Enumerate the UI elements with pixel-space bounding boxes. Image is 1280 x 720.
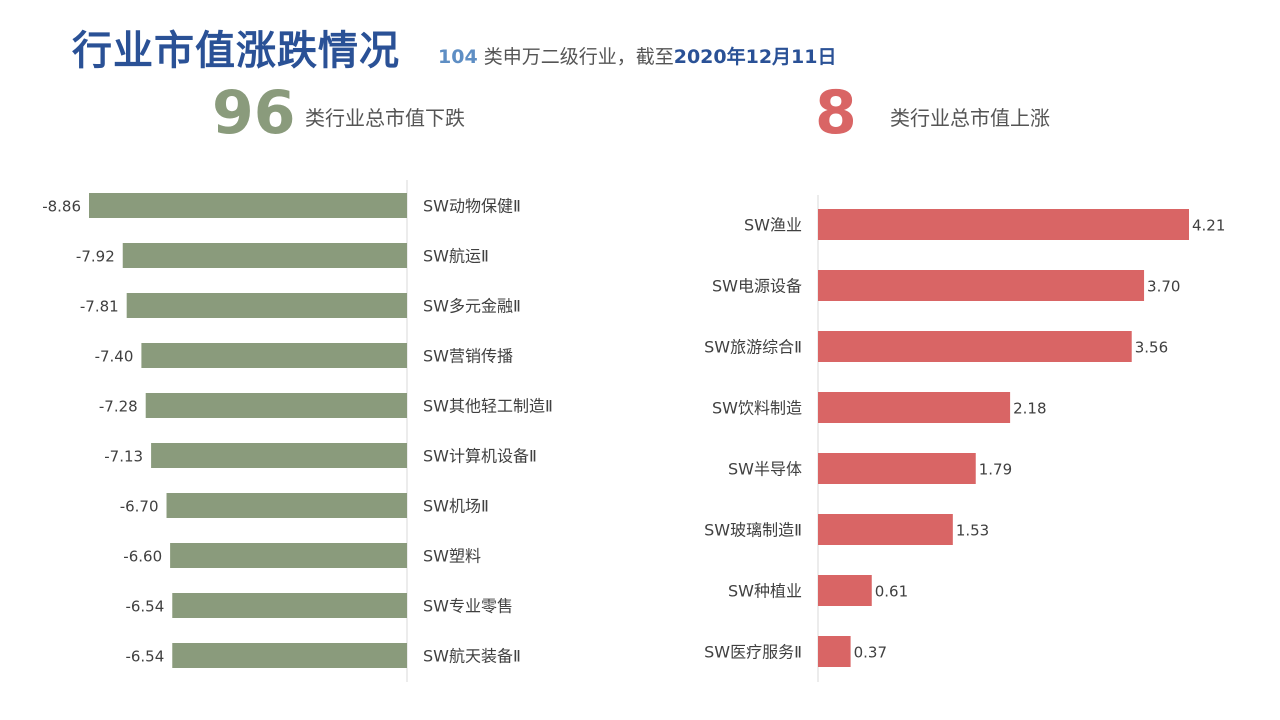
page-subtitle: 104 类申万二级行业，截至2020年12月11日 <box>438 42 837 69</box>
bar-down <box>89 193 407 218</box>
category-label-up: SW渔业 <box>744 216 802 235</box>
value-label-up: 1.79 <box>979 461 1012 479</box>
category-label-down: SW航天装备Ⅱ <box>423 647 521 666</box>
category-label-up: SW饮料制造 <box>712 399 802 418</box>
category-label-down: SW营销传播 <box>423 347 513 366</box>
bar-up <box>818 331 1132 362</box>
category-label-up: SW玻璃制造Ⅱ <box>704 521 802 540</box>
bar-down <box>126 293 408 318</box>
value-label-down: -8.86 <box>42 198 81 216</box>
bar-down <box>151 443 407 468</box>
bar-up <box>818 453 976 484</box>
value-label-down: -7.28 <box>99 398 138 416</box>
value-label-down: -6.70 <box>120 498 159 516</box>
bar-down <box>172 643 407 668</box>
value-label-down: -7.81 <box>80 298 119 316</box>
subtitle-date: 2020年12月11日 <box>673 46 837 68</box>
value-label-up: 3.70 <box>1147 278 1180 296</box>
value-label-down: -6.60 <box>123 548 162 566</box>
industry-count: 104 <box>438 46 478 68</box>
up-label: 类行业总市值上涨 <box>890 106 1050 130</box>
subtitle-text: 类申万二级行业，截至 <box>483 46 674 68</box>
bar-up <box>818 514 953 545</box>
value-label-up: 3.56 <box>1135 339 1168 357</box>
bar-down <box>145 393 407 418</box>
value-label-down: -7.13 <box>104 448 143 466</box>
bar-down <box>170 543 407 568</box>
value-label-up: 0.61 <box>875 583 908 601</box>
bar-down <box>166 493 407 518</box>
category-label-up: SW电源设备 <box>712 277 802 296</box>
category-label-up: SW种植业 <box>728 582 802 601</box>
value-label-up: 4.21 <box>1192 217 1225 235</box>
page-title: 行业市值涨跌情况 <box>72 28 400 74</box>
up-count: 8 <box>815 78 857 148</box>
value-label-down: -7.92 <box>76 248 115 266</box>
bar-up <box>818 392 1011 423</box>
bar-up <box>818 270 1145 301</box>
bar-down <box>122 243 407 268</box>
down-label: 类行业总市值下跌 <box>305 106 465 130</box>
category-label-down: SW其他轻工制造Ⅱ <box>423 397 553 416</box>
down-count: 96 <box>212 78 296 148</box>
category-label-up: SW医疗服务Ⅱ <box>704 643 802 662</box>
bar-down <box>141 343 408 368</box>
bar-down <box>172 593 407 618</box>
category-label-down: SW动物保健Ⅱ <box>423 197 521 216</box>
value-label-down: -6.54 <box>125 648 164 666</box>
bar-up <box>818 575 872 606</box>
category-label-down: SW计算机设备Ⅱ <box>423 447 537 466</box>
value-label-up: 2.18 <box>1013 400 1046 418</box>
value-label-up: 1.53 <box>956 522 989 540</box>
category-label-down: SW专业零售 <box>423 597 513 616</box>
category-label-down: SW航运Ⅱ <box>423 247 489 266</box>
category-label-up: SW半导体 <box>728 460 802 479</box>
value-label-up: 0.37 <box>854 644 887 662</box>
bar-up <box>818 209 1189 240</box>
bar-up <box>818 636 851 667</box>
value-label-down: -6.54 <box>125 598 164 616</box>
category-label-up: SW旅游综合Ⅱ <box>704 338 802 357</box>
category-label-down: SW多元金融Ⅱ <box>423 297 521 316</box>
category-label-down: SW机场Ⅱ <box>423 497 489 516</box>
category-label-down: SW塑料 <box>423 547 481 566</box>
value-label-down: -7.40 <box>95 348 134 366</box>
